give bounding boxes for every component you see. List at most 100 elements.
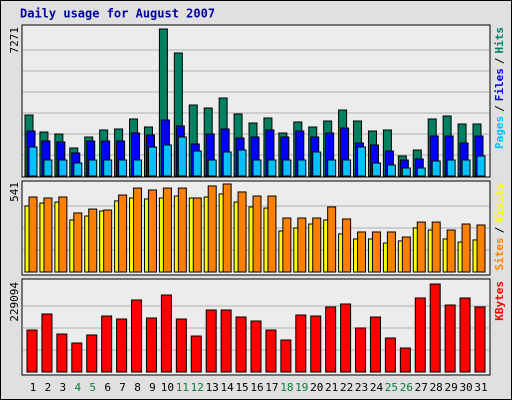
legend-entry: KBytes (493, 281, 506, 321)
bar (312, 151, 322, 177)
x-tick-label: 13 (206, 381, 219, 394)
bar (444, 304, 456, 373)
legend-entry: Sites (493, 237, 506, 270)
x-tick-label: 6 (104, 381, 111, 394)
bar (431, 160, 441, 177)
x-tick-label: 31 (474, 381, 487, 394)
bar (357, 146, 367, 177)
x-tick-label: 8 (134, 381, 141, 394)
x-tick-label: 3 (60, 381, 67, 394)
y-tick-label: 7271 (8, 27, 21, 54)
bar (237, 149, 247, 177)
legend-entry: Hits (493, 27, 506, 54)
bar (384, 337, 396, 373)
bar (43, 197, 53, 273)
bar (192, 197, 202, 273)
bar (175, 318, 187, 373)
bar (118, 194, 128, 273)
y-tick-label: 229094 (8, 282, 21, 322)
x-tick-label: 1 (30, 381, 37, 394)
bar (71, 342, 83, 373)
bar (386, 164, 396, 177)
bar (461, 159, 471, 177)
bar (369, 316, 381, 373)
x-tick-label: 24 (370, 381, 384, 394)
legend: Sites / Visits (493, 183, 506, 271)
x-tick-label: 5 (89, 381, 96, 394)
bar (88, 159, 98, 177)
bar (207, 185, 217, 273)
legend-separator: / (493, 57, 506, 64)
bar (73, 162, 83, 177)
x-tick-label: 12 (191, 381, 204, 394)
bar (342, 159, 352, 177)
bar (41, 313, 53, 373)
legend: KBytes (493, 281, 506, 321)
bar (446, 229, 456, 273)
bar (327, 206, 337, 273)
y-tick-label: 541 (8, 182, 21, 202)
bar (342, 218, 352, 273)
bar (73, 212, 83, 273)
bar (429, 283, 441, 373)
x-tick-label: 7 (119, 381, 126, 394)
x-tick-label: 11 (176, 381, 189, 394)
bar (265, 329, 277, 373)
x-tick-label: 23 (355, 381, 368, 394)
bar (131, 299, 143, 373)
bar (446, 159, 456, 177)
bar (147, 146, 157, 177)
bar (28, 146, 38, 177)
x-tick-label: 9 (149, 381, 156, 394)
bar (355, 327, 367, 373)
bar (28, 196, 38, 273)
bar (26, 329, 38, 373)
bar (474, 306, 486, 373)
bar (222, 151, 232, 177)
x-tick-label: 16 (250, 381, 263, 394)
bar (220, 309, 232, 373)
legend: Pages / Files / Hits (493, 27, 506, 149)
bar (133, 187, 143, 273)
bar (103, 159, 113, 177)
bar (103, 209, 113, 273)
bar (177, 187, 187, 273)
bar (267, 159, 277, 177)
x-tick-label: 22 (340, 381, 353, 394)
bar (297, 159, 307, 177)
bar (461, 223, 471, 273)
bar (295, 314, 307, 373)
bar (357, 231, 367, 273)
bar (416, 221, 426, 273)
bar (327, 159, 337, 177)
bar (160, 294, 172, 373)
x-tick-label: 15 (235, 381, 248, 394)
x-tick-label: 4 (74, 381, 81, 394)
bar (476, 155, 486, 177)
bar (177, 136, 187, 177)
bar (476, 224, 486, 273)
legend-entry: Pages (493, 116, 506, 149)
x-tick-label: 29 (445, 381, 458, 394)
bar (88, 208, 98, 273)
bar (312, 217, 322, 273)
bar (192, 150, 202, 177)
bar (162, 187, 172, 273)
bar (340, 303, 352, 373)
bar (401, 167, 411, 177)
legend-entry: Visits (493, 183, 506, 223)
legend-separator: / (493, 226, 506, 233)
bar (222, 183, 232, 273)
bar (235, 316, 247, 373)
bar (297, 217, 307, 273)
bar (252, 159, 262, 177)
bar (190, 335, 202, 373)
bar (282, 159, 292, 177)
bar (250, 320, 262, 373)
bar (133, 159, 143, 177)
x-tick-label: 19 (295, 381, 308, 394)
bar (414, 297, 426, 373)
legend-separator: / (493, 105, 506, 112)
bar (386, 231, 396, 273)
bar (43, 159, 53, 177)
